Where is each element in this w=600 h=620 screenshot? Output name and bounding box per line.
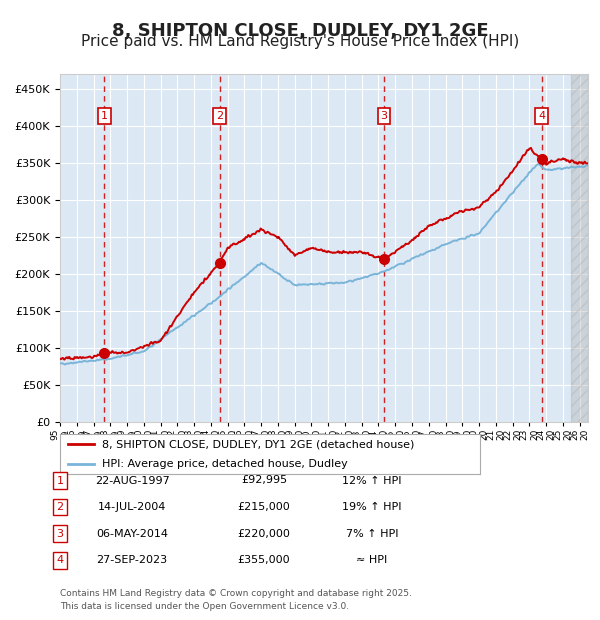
Text: Price paid vs. HM Land Registry's House Price Index (HPI): Price paid vs. HM Land Registry's House … bbox=[81, 34, 519, 49]
Text: 8, SHIPTON CLOSE, DUDLEY, DY1 2GE (detached house): 8, SHIPTON CLOSE, DUDLEY, DY1 2GE (detac… bbox=[102, 439, 415, 449]
Text: £215,000: £215,000 bbox=[238, 502, 290, 512]
Text: 3: 3 bbox=[380, 111, 388, 121]
Text: 3: 3 bbox=[56, 529, 64, 539]
Bar bbox=[571, 74, 588, 422]
Text: 12% ↑ HPI: 12% ↑ HPI bbox=[342, 476, 402, 485]
Text: 1: 1 bbox=[101, 111, 108, 121]
Text: 27-SEP-2023: 27-SEP-2023 bbox=[97, 556, 167, 565]
Text: 4: 4 bbox=[56, 556, 64, 565]
Text: 19% ↑ HPI: 19% ↑ HPI bbox=[342, 502, 402, 512]
Text: Contains HM Land Registry data © Crown copyright and database right 2025.
This d: Contains HM Land Registry data © Crown c… bbox=[60, 589, 412, 611]
Text: HPI: Average price, detached house, Dudley: HPI: Average price, detached house, Dudl… bbox=[102, 459, 348, 469]
Text: £355,000: £355,000 bbox=[238, 556, 290, 565]
Text: 06-MAY-2014: 06-MAY-2014 bbox=[96, 529, 168, 539]
Text: 14-JUL-2004: 14-JUL-2004 bbox=[98, 502, 166, 512]
Text: 8, SHIPTON CLOSE, DUDLEY, DY1 2GE: 8, SHIPTON CLOSE, DUDLEY, DY1 2GE bbox=[112, 22, 488, 40]
Text: £220,000: £220,000 bbox=[238, 529, 290, 539]
Text: 2: 2 bbox=[216, 111, 223, 121]
Text: £92,995: £92,995 bbox=[241, 476, 287, 485]
Text: 1: 1 bbox=[56, 476, 64, 485]
Text: 2: 2 bbox=[56, 502, 64, 512]
Text: 7% ↑ HPI: 7% ↑ HPI bbox=[346, 529, 398, 539]
Text: 4: 4 bbox=[538, 111, 545, 121]
Text: ≈ HPI: ≈ HPI bbox=[356, 556, 388, 565]
Text: 22-AUG-1997: 22-AUG-1997 bbox=[95, 476, 169, 485]
